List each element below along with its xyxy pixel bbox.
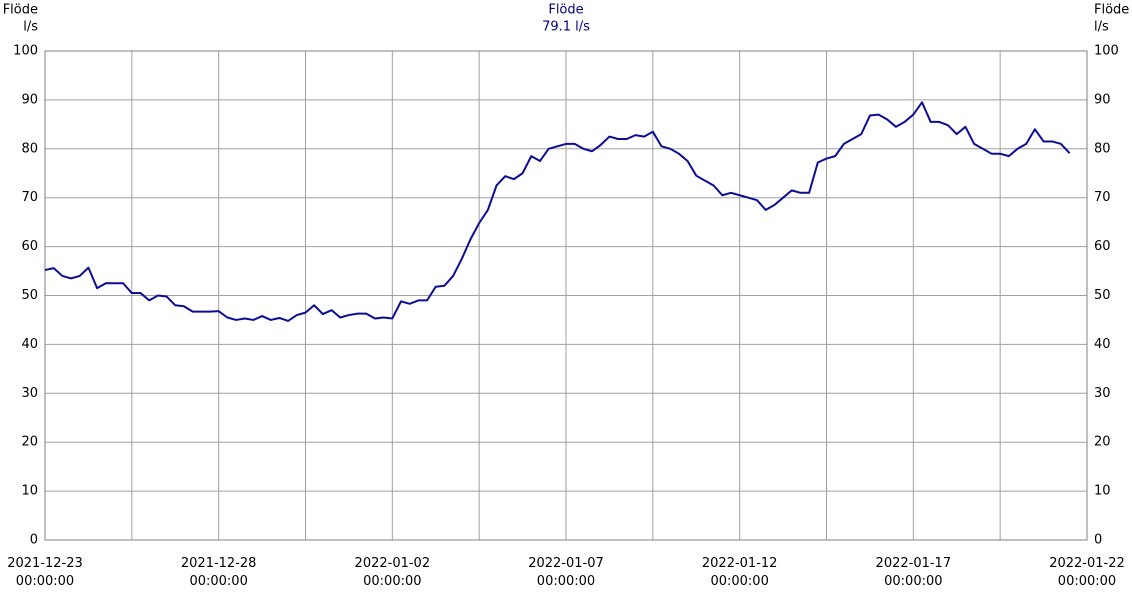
data-line [44,101,1071,322]
x-tick-label: 2021-12-23 00:00:00 [7,556,83,589]
y-tick-label: 100 [13,44,38,59]
y-tick-label: 50 [21,288,38,303]
y2-tick-label: 10 [1094,484,1111,499]
x-tick-label: 2022-01-12 00:00:00 [701,556,778,589]
y2-tick-label: 80 [1094,141,1111,156]
y2-tick-label: 30 [1094,386,1111,401]
y-tick-label: 70 [21,190,38,205]
y-axis-label: Flöde [3,3,38,18]
y2-tick-label: 20 [1094,435,1111,450]
x-tick-label: 2022-01-07 00:00:00 [528,556,604,589]
y2-axis-unit: l/s [1094,20,1109,35]
y2-tick-label: 40 [1094,337,1111,352]
x-tick-label: 2021-12-28 00:00:00 [180,556,257,589]
y2-tick-label: 90 [1094,92,1111,107]
y-tick-label: 10 [21,484,38,499]
y-tick-label: 40 [21,337,38,352]
x-tick-label: 2022-01-22 00:00:00 [1049,556,1125,589]
y-axis-unit: l/s [23,20,38,35]
chart-subtitle: 79.1 l/s [542,20,590,35]
plot-frame [44,50,1088,541]
chart-title: Flöde [548,3,583,18]
y-tick-label: 90 [21,92,38,107]
y2-tick-label: 70 [1094,190,1111,205]
x-tick-label: 2022-01-17 00:00:00 [875,556,952,589]
y-tick-label: 0 [30,533,38,548]
y2-tick-label: 0 [1094,533,1102,548]
y2-axis-label: Flöde [1094,3,1129,18]
y2-tick-label: 50 [1094,288,1111,303]
y-tick-label: 60 [21,239,38,254]
y2-tick-label: 100 [1094,44,1119,59]
y-tick-label: 30 [21,386,38,401]
x-tick-label: 2022-01-02 00:00:00 [354,556,431,589]
y-tick-label: 20 [21,435,38,450]
y2-tick-label: 60 [1094,239,1111,254]
y-tick-label: 80 [21,141,38,156]
